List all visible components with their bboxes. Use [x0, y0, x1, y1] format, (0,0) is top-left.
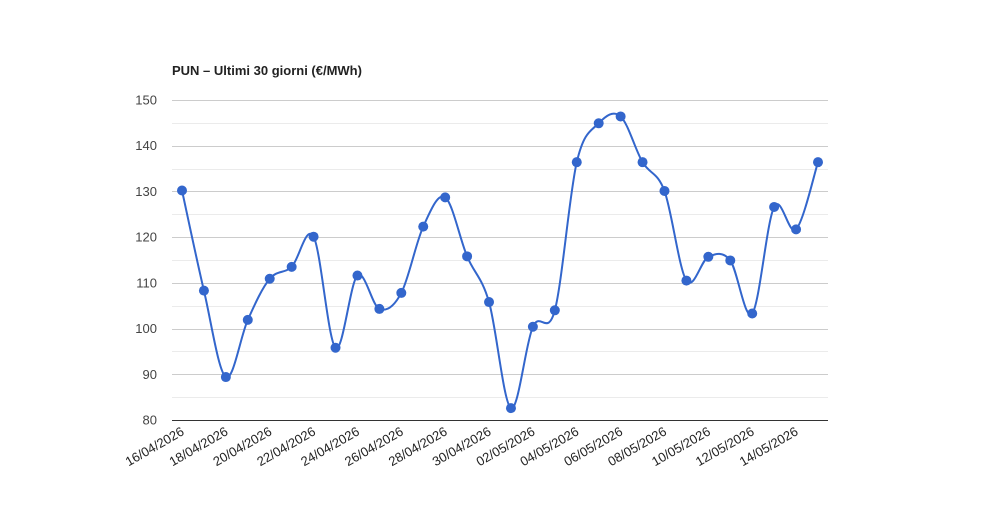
- data-point[interactable]: [593, 118, 604, 129]
- data-point[interactable]: [177, 185, 187, 196]
- data-point[interactable]: [440, 192, 451, 203]
- y-tick-label: 130: [135, 184, 157, 199]
- data-point[interactable]: [505, 403, 516, 414]
- data-point[interactable]: [703, 251, 714, 262]
- data-point[interactable]: [659, 185, 670, 196]
- y-tick-label: 120: [135, 230, 157, 245]
- data-point[interactable]: [220, 372, 231, 383]
- y-tick-label: 90: [143, 367, 157, 382]
- y-tick-label: 80: [143, 413, 157, 428]
- data-point[interactable]: [747, 308, 758, 319]
- data-point[interactable]: [308, 231, 319, 242]
- data-point[interactable]: [571, 157, 582, 168]
- chart-title: PUN – Ultimi 30 giorni (€/MWh): [172, 63, 362, 78]
- data-point[interactable]: [484, 297, 495, 308]
- grid-lines: [172, 100, 828, 421]
- data-point[interactable]: [615, 111, 626, 122]
- y-tick-label: 110: [136, 275, 157, 290]
- data-point[interactable]: [242, 314, 253, 325]
- y-axis-tick-labels: 80 90 100 110 120 130 140 150: [135, 93, 157, 428]
- data-point[interactable]: [681, 275, 692, 286]
- y-tick-label: 100: [135, 321, 157, 336]
- data-point[interactable]: [527, 321, 538, 332]
- data-point[interactable]: [813, 157, 823, 168]
- data-point[interactable]: [637, 157, 648, 168]
- y-tick-label: 150: [135, 93, 157, 108]
- data-point[interactable]: [374, 303, 385, 314]
- data-point[interactable]: [286, 261, 297, 272]
- x-axis-tick-labels: 16/04/202618/04/202620/04/202622/04/2026…: [123, 424, 801, 470]
- data-point[interactable]: [549, 305, 560, 316]
- data-point[interactable]: [769, 201, 780, 212]
- data-point[interactable]: [791, 224, 802, 235]
- data-point[interactable]: [264, 273, 275, 284]
- data-point[interactable]: [352, 270, 363, 281]
- series-points: [177, 111, 823, 414]
- data-point[interactable]: [418, 221, 429, 232]
- data-point[interactable]: [198, 285, 209, 296]
- y-tick-label: 140: [135, 138, 157, 153]
- data-point[interactable]: [330, 342, 341, 353]
- data-point[interactable]: [396, 287, 407, 298]
- data-point[interactable]: [462, 251, 473, 262]
- data-point[interactable]: [725, 255, 736, 266]
